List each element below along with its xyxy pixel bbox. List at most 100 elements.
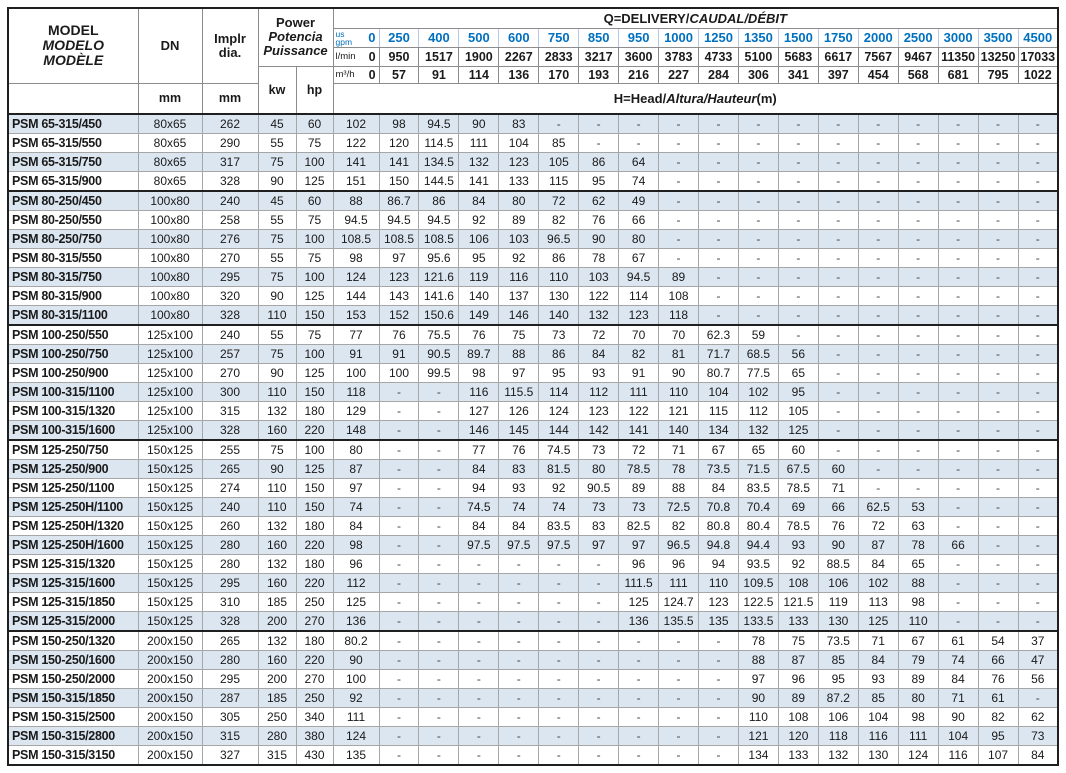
head-value-cell: - (937, 113, 979, 134)
power-hp-cell: 150 (295, 497, 334, 517)
pump-model-row: PSM 80-315/750 100x80 295 75 100 124 123 121.6 1… (7, 267, 1059, 287)
head-value-cell: - (1017, 210, 1059, 230)
impeller-dia-cell: 280 (201, 554, 259, 574)
head-value-cell: 71 (937, 688, 979, 708)
head-value-cell: - (857, 401, 899, 421)
power-kw-cell: 75 (257, 267, 297, 287)
head-value-cell: - (578, 707, 620, 727)
flow-col-header: 17033 (1017, 46, 1059, 67)
head-value-cell: 89 (658, 267, 700, 287)
head-value-cell: 94.4 (737, 535, 779, 555)
head-value-cell: 122 (332, 133, 380, 153)
head-value-cell: - (378, 573, 420, 593)
model-header-en: MODEL (47, 22, 99, 39)
head-value-cell: - (658, 745, 700, 766)
head-value-cell: - (897, 305, 939, 326)
head-value-cell: 76 (578, 210, 620, 230)
dn-cell: 200x150 (137, 630, 203, 651)
flow-row-m3h: kw hp m³/h 0 57 91 114 136 170 193 216 227 284 306 3… (8, 65, 1059, 115)
head-value-cell: 111.5 (618, 573, 660, 593)
power-kw-cell: 110 (257, 478, 297, 498)
power-kw-cell: 200 (257, 669, 297, 689)
head-value-cell: - (857, 248, 899, 268)
head-value-cell: 86 (538, 344, 580, 364)
head-value-cell: 83.5 (538, 516, 580, 536)
dn-cell: 200x150 (137, 707, 203, 727)
head-value-cell: - (498, 554, 540, 574)
head-value-cell: 150.6 (418, 305, 460, 326)
head-value-cell: - (698, 726, 739, 746)
head-value-cell: - (817, 190, 859, 211)
head-value-cell: 146 (498, 305, 540, 326)
head-value-cell: - (658, 113, 700, 134)
impeller-dia-cell: 260 (201, 516, 259, 536)
flow-col-header: 216 (618, 65, 660, 84)
head-value-cell: 153 (332, 305, 380, 326)
head-value-cell: 86 (418, 190, 460, 211)
power-kw-cell: 75 (257, 344, 297, 364)
head-value-cell: - (698, 113, 739, 134)
flow-unit-label: l/min (335, 51, 356, 62)
head-value-cell: 114 (538, 382, 580, 402)
head-value-cell: 76 (977, 669, 1019, 689)
head-value-cell: - (897, 344, 939, 364)
head-value-cell: 123 (498, 152, 540, 172)
head-value-cell: - (937, 363, 979, 383)
head-value-cell: 132 (458, 152, 500, 172)
head-value-cell: - (538, 630, 580, 651)
dn-column-header: DN (137, 7, 203, 84)
head-value-cell: 82 (618, 344, 660, 364)
head-value-cell: - (857, 324, 899, 345)
power-hp-cell: 100 (295, 439, 334, 460)
impeller-dia-cell: 315 (201, 401, 259, 421)
power-hp-cell: 340 (295, 707, 334, 727)
head-value-cell: 93 (857, 669, 899, 689)
head-value-cell: 98 (332, 248, 380, 268)
dn-cell: 200x150 (137, 650, 203, 670)
head-value-cell: 75 (777, 630, 819, 651)
head-value-cell: - (817, 267, 859, 287)
head-value-cell: 82 (977, 707, 1019, 727)
head-value-cell: - (977, 152, 1019, 172)
power-hp-cell: 430 (295, 745, 334, 766)
head-value-cell: 88 (897, 573, 939, 593)
head-value-cell: - (578, 630, 620, 651)
head-value-cell: 103 (578, 267, 620, 287)
head-value-cell: 97 (378, 248, 420, 268)
head-value-cell: 124 (538, 401, 580, 421)
head-value-cell: 149 (458, 305, 500, 326)
head-value-cell: - (538, 592, 580, 612)
head-value-cell: - (538, 611, 580, 632)
head-value-cell: 96 (332, 554, 380, 574)
head-value-cell: 62.3 (698, 324, 739, 345)
head-value-cell: - (977, 363, 1019, 383)
head-value-cell: - (1017, 286, 1059, 306)
pump-model-row: PSM 65-315/550 80x65 290 55 75 122 120 114.5 111… (7, 133, 1059, 153)
head-value-cell: - (777, 113, 819, 134)
head-value-cell: 93 (498, 478, 540, 498)
head-value-cell: 84 (458, 190, 500, 211)
power-kw-cell: 75 (257, 229, 297, 249)
pump-model-row: PSM 150-250/1320 200x150 265 132 180 80.2- - - -… (7, 630, 1059, 651)
pump-model-row: PSM 150-250/1600 200x150 280 160 220 90- - - - - -… (7, 650, 1059, 670)
head-value-cell: 111 (658, 573, 700, 593)
head-value-cell: - (698, 248, 739, 268)
head-value-cell: 130 (817, 611, 859, 632)
model-cell: PSM 125-315/1320 (7, 554, 139, 574)
head-value-cell: - (1017, 688, 1059, 708)
dn-cell: 100x80 (137, 286, 203, 306)
head-value-cell: 89 (618, 478, 660, 498)
head-value-cell: 74.5 (538, 439, 580, 460)
head-value-cell: - (698, 305, 739, 326)
head-value-cell: 104 (937, 726, 979, 746)
head-value-cell: - (937, 554, 979, 574)
pump-model-row: PSM 125-250H/1600 150x125 280 160 220 98- -97.… (7, 535, 1059, 555)
flow-col-header: 3783 (658, 46, 700, 67)
head-value-cell: - (977, 573, 1019, 593)
head-value-cell: - (618, 745, 660, 766)
head-value-cell: 84 (698, 478, 739, 498)
flow-col-header: 284 (698, 65, 739, 84)
head-value-cell: 76 (378, 324, 420, 345)
head-value-cell: 80 (332, 439, 380, 460)
head-value-cell: 110 (698, 573, 739, 593)
